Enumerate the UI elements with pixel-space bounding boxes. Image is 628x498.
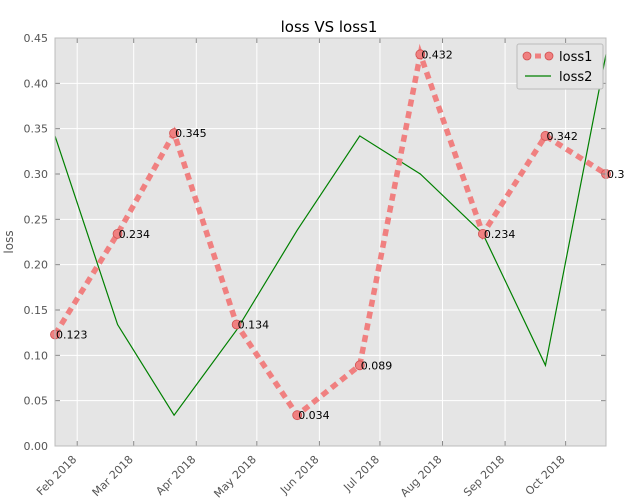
legend-label-loss2: loss2 <box>559 70 592 85</box>
legend-marker-loss1 <box>522 51 532 61</box>
y-tick-label: 0.35 <box>24 123 49 136</box>
x-tick-label: Sep 2018 <box>461 453 507 498</box>
y-tick-label: 0.40 <box>24 77 49 90</box>
data-label: 0.345 <box>175 127 207 140</box>
x-tick-label: Mar 2018 <box>90 453 136 498</box>
data-point-loss1 <box>415 49 426 60</box>
data-label: 0.234 <box>484 228 516 241</box>
grid <box>55 37 606 447</box>
y-tick-label: 0.15 <box>24 304 49 317</box>
x-tick-label: Feb 2018 <box>34 453 79 498</box>
data-label: 0.432 <box>421 48 453 61</box>
data-point-loss1 <box>169 128 179 139</box>
x-tick-label: May 2018 <box>211 453 259 498</box>
data-point-loss1 <box>231 319 242 330</box>
y-tick-label: 0.05 <box>24 395 49 408</box>
chart-title: loss VS loss1 <box>281 18 378 36</box>
y-tick-label: 0.25 <box>24 213 49 226</box>
data-point-loss1 <box>354 360 365 371</box>
data-label: 0.134 <box>238 319 270 332</box>
y-tick-label: 0.00 <box>24 440 49 453</box>
data-point-loss1 <box>477 228 488 239</box>
x-tick-label: Jun 2018 <box>277 453 321 497</box>
data-label: 0.034 <box>298 409 330 422</box>
data-label: 0.089 <box>361 359 393 372</box>
x-tick-label: Oct 2018 <box>523 453 568 498</box>
data-point-loss1 <box>540 131 551 141</box>
data-label: 0.234 <box>119 228 151 241</box>
x-tick-label: Apr 2018 <box>153 453 198 498</box>
legend: loss1 loss2 <box>516 43 604 90</box>
series-line-loss1 <box>52 43 608 420</box>
legend-marker-loss1 <box>544 51 554 61</box>
y-tick-label: 0.10 <box>24 349 49 362</box>
data-point-loss1 <box>292 410 303 421</box>
data-label: 0.342 <box>546 130 578 143</box>
data-label: 0.123 <box>56 328 88 341</box>
point-labels: 0.123 0.234 0.345 0.134 0.034 0.089 0.432 0.234… <box>56 48 625 422</box>
y-tick-label: 0.30 <box>24 168 49 181</box>
data-label: 0.3 <box>607 168 625 181</box>
x-tick-label: Aug 2018 <box>398 453 445 498</box>
legend-label-loss1: loss1 <box>559 50 592 65</box>
y-axis-label: loss <box>2 230 16 253</box>
plot-area <box>55 38 606 446</box>
x-tick-label: Jul 2018 <box>341 453 383 495</box>
y-tick-label: 0.45 <box>24 32 49 45</box>
series-line-loss2 <box>54 54 607 417</box>
y-tick-label: 0.20 <box>24 259 49 272</box>
plot-frame <box>54 37 607 447</box>
data-point-loss1 <box>112 228 123 239</box>
